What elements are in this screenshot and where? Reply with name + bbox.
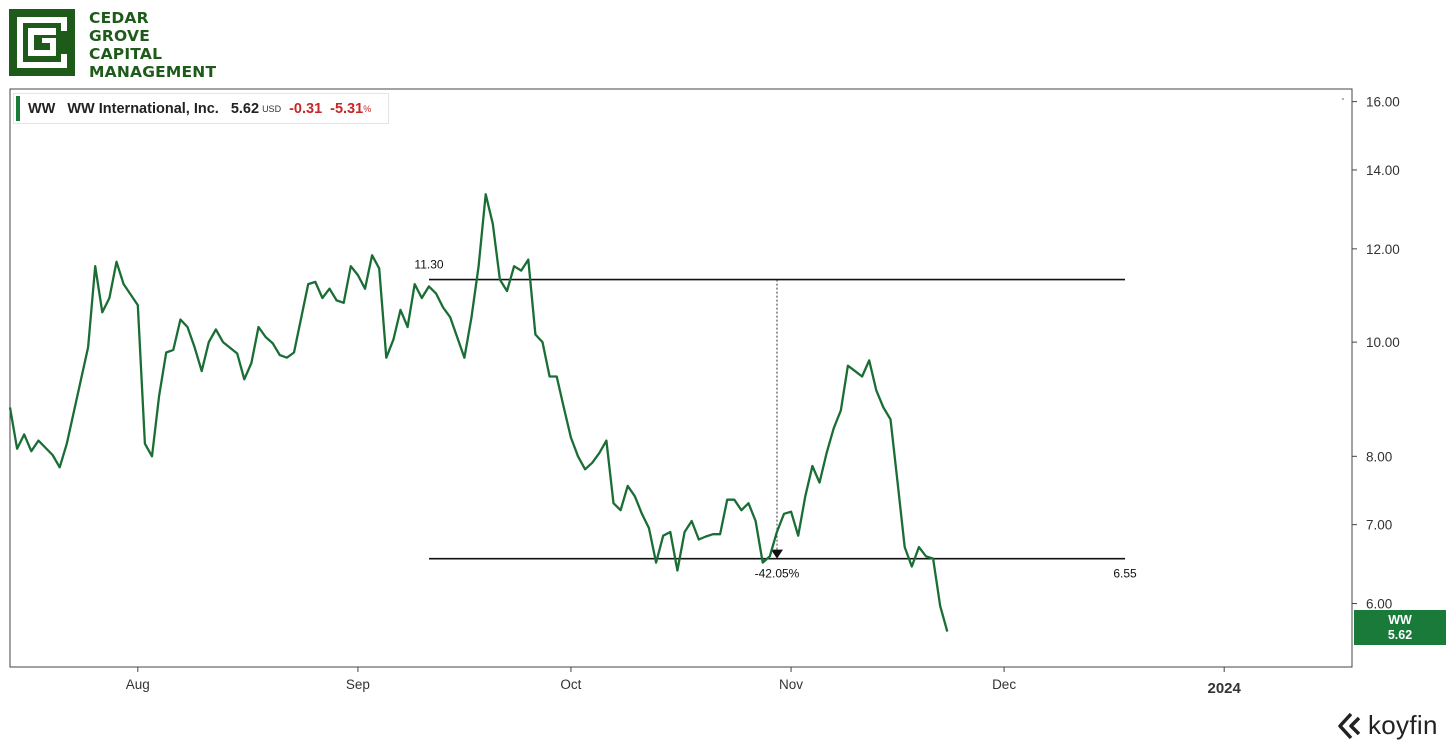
y-tick-label: 14.00 xyxy=(1366,163,1400,178)
plot-frame xyxy=(9,88,1353,668)
y-tick-label: 6.00 xyxy=(1366,597,1392,612)
x-axis: Aug Sep Oct Nov Dec 2024 xyxy=(126,667,1242,697)
brand-name-line: CAPITAL xyxy=(89,45,163,63)
brand-name: CEDAR GROVE CAPITAL MANAGEMENT xyxy=(89,9,216,81)
legend-currency: USD xyxy=(262,103,282,114)
koyfin-logo-icon xyxy=(1338,712,1361,739)
change-vector-label: -42.05% xyxy=(755,567,800,581)
cedar-grove-logo-icon xyxy=(9,9,75,76)
price-tag-value: 5.62 xyxy=(1387,628,1413,642)
y-tick-label: 8.00 xyxy=(1366,449,1392,464)
legend-ticker: WW xyxy=(28,100,56,117)
y-axis: 16.00 14.00 12.00 10.00 8.00 7.00 6.00 xyxy=(1352,95,1400,612)
resistance-label: 11.30 xyxy=(414,258,443,272)
koyfin-logo: koyfin xyxy=(1337,710,1438,741)
x-tick-label: Aug xyxy=(126,677,150,692)
y-tick-label: 7.00 xyxy=(1366,518,1392,533)
corner-dot xyxy=(1342,98,1344,100)
price-tag-ticker: WW xyxy=(1388,613,1412,627)
chart-legend: WW WW International, Inc. 5.62 USD -0.31… xyxy=(13,93,389,124)
y-tick-label: 10.00 xyxy=(1366,335,1400,350)
brand-name-line: CEDAR xyxy=(89,9,149,27)
legend-change: -0.31 xyxy=(289,100,323,117)
koyfin-wordmark: koyfin xyxy=(1368,710,1438,740)
brand-name-line: GROVE xyxy=(89,27,151,45)
last-price-tag: WW 5.62 xyxy=(1354,610,1446,645)
support-label: 6.55 xyxy=(1113,567,1137,581)
legend-change-pct: -5.31 xyxy=(330,100,364,117)
legend-price: 5.62 xyxy=(230,100,260,117)
annotations: 11.30 6.55 -42.05% xyxy=(414,258,1137,581)
series-color-swatch xyxy=(16,96,20,121)
price-series-line xyxy=(8,193,949,632)
x-tick-label: Oct xyxy=(560,677,581,692)
y-tick-label: 16.00 xyxy=(1366,95,1400,110)
brand-name-line: MANAGEMENT xyxy=(89,63,217,81)
y-tick-label: 12.00 xyxy=(1366,242,1400,257)
x-tick-label: Dec xyxy=(992,677,1016,692)
legend-pct-symbol: % xyxy=(363,103,372,114)
x-tick-label: Sep xyxy=(346,677,370,692)
legend-company-name: WW International, Inc. xyxy=(67,100,219,117)
x-tick-label: Nov xyxy=(779,677,803,692)
change-vector-arrow xyxy=(771,549,783,559)
x-tick-label: 2024 xyxy=(1208,680,1242,697)
